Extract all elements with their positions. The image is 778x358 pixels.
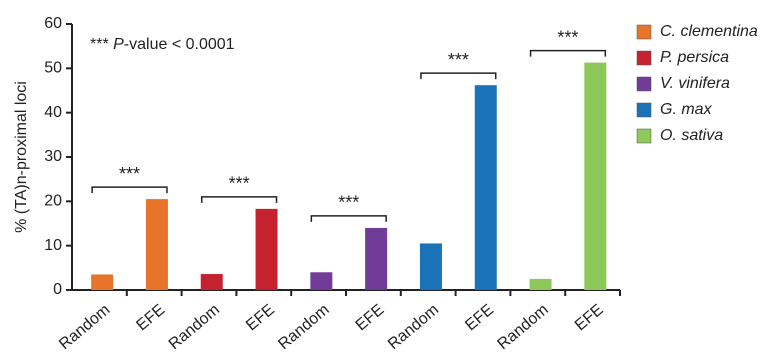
legend-swatch — [636, 24, 652, 40]
annotation-part: *** — [90, 36, 113, 53]
bar — [200, 274, 223, 290]
legend-label: C. clementina — [660, 23, 758, 40]
x-tick-label: EFE — [572, 301, 607, 334]
significance-label: *** — [119, 164, 140, 184]
legend-label: V. vinifera — [660, 75, 730, 92]
legend-swatch — [636, 76, 652, 92]
significance-bracket — [420, 72, 497, 80]
significance-label: *** — [338, 193, 359, 213]
legend-label: P. persica — [660, 49, 729, 66]
significance-label: *** — [448, 50, 469, 70]
x-tick-label: EFE — [353, 301, 388, 334]
bar — [365, 227, 388, 290]
x-tick-label: Random — [56, 301, 113, 353]
bar — [91, 274, 114, 290]
bar — [474, 85, 497, 291]
x-tick-label: EFE — [243, 301, 278, 334]
significance-bracket — [529, 49, 607, 57]
annotation-part: P — [113, 36, 124, 53]
y-tick-label: 30 — [44, 148, 62, 165]
y-tick-label: 20 — [44, 193, 62, 210]
x-tick-label: Random — [275, 301, 332, 353]
y-tick-label: 0 — [53, 281, 62, 298]
significance-label: *** — [229, 174, 250, 194]
x-tick-label: EFE — [462, 301, 497, 334]
x-tick-label: Random — [385, 301, 442, 353]
legend-label: O. sativa — [660, 127, 723, 144]
annotation-part: -value < 0.0001 — [124, 36, 235, 53]
y-tick-label: 40 — [44, 104, 62, 121]
bar — [255, 208, 278, 290]
y-tick-label: 50 — [44, 60, 62, 77]
x-tick-label: Random — [166, 301, 223, 353]
significance-bracket — [91, 186, 168, 194]
legend-label: G. max — [660, 101, 713, 118]
legend-swatch — [636, 102, 652, 118]
y-tick-label: 10 — [44, 237, 62, 254]
y-axis-label: % (TA)n-proximal loci — [13, 81, 30, 233]
bar — [145, 199, 168, 290]
legend-swatch — [636, 128, 652, 144]
significance-bracket — [200, 196, 278, 203]
bar — [584, 62, 607, 290]
legend-swatch — [636, 50, 652, 66]
bar — [419, 243, 442, 290]
significance-bracket — [310, 215, 387, 222]
significance-label: *** — [557, 27, 578, 47]
bar — [310, 272, 333, 290]
bar — [529, 278, 552, 290]
x-tick-label: Random — [495, 301, 552, 353]
annotation: *** P-value < 0.0001 — [90, 36, 235, 53]
y-tick-label: 60 — [44, 15, 62, 32]
x-tick-label: EFE — [133, 301, 168, 334]
